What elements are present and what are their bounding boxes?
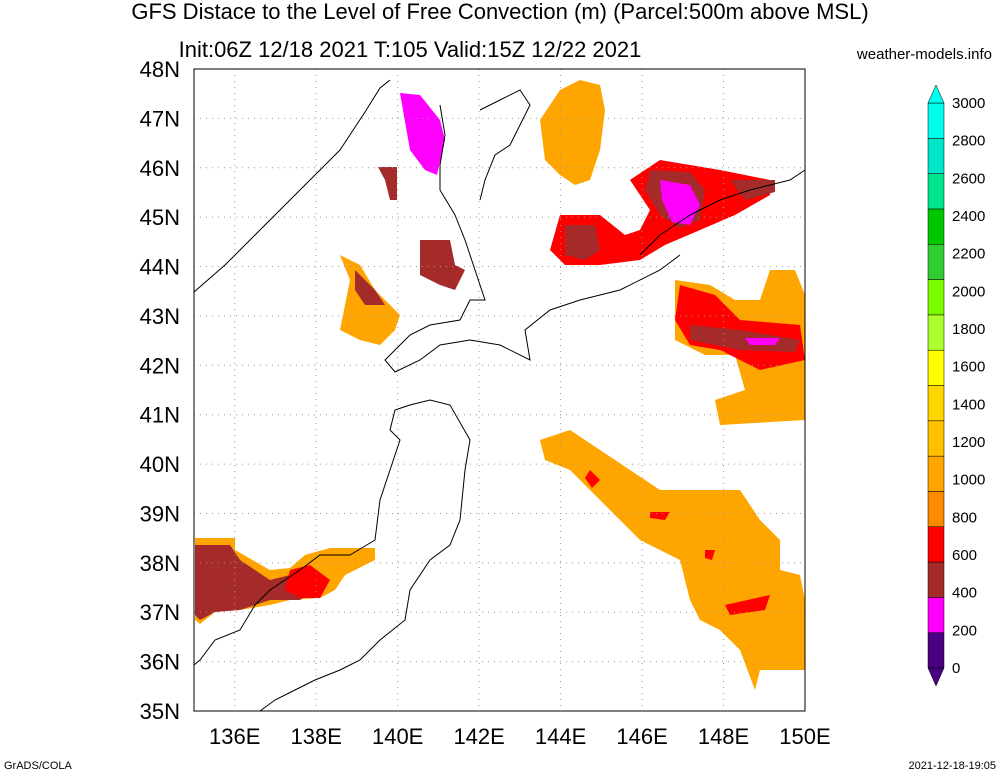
y-tick-label: 39N — [140, 501, 180, 526]
coast-kuril — [639, 169, 806, 256]
y-tick-label: 35N — [140, 699, 180, 724]
colorbar-label: 2800 — [952, 133, 985, 150]
shade-red-pacific1 — [585, 470, 600, 488]
x-tick-label: 150E — [779, 724, 830, 749]
plot-frame — [193, 68, 806, 712]
shade-brown-rishiri — [420, 240, 465, 290]
colorbar-label: 200 — [952, 622, 977, 639]
shade-red-honshu — [285, 565, 330, 598]
y-tick-labels: 35N 36N 37N 38N 39N 40N 41N 42N 43N 44N 45N 46N 47N 4… — [140, 57, 180, 724]
colorbar-label: 1400 — [952, 396, 985, 413]
chart-subtitle: Init:06Z 12/18 2021 T:105 Valid:15Z 12/2… — [178, 37, 642, 62]
colorbar-label: 1200 — [952, 434, 985, 451]
colorbar-label: 2200 — [952, 246, 985, 263]
shade-brown-sakhalin — [378, 167, 397, 200]
y-tick-label: 47N — [140, 106, 180, 131]
colorbar-label: 800 — [952, 509, 977, 526]
shade-brown-north — [565, 225, 600, 260]
credit-text: weather-models.info — [856, 46, 992, 63]
shade-brown-honshu — [195, 545, 320, 620]
colorbar-swatch — [927, 491, 945, 527]
coast-asia-mainland — [193, 79, 391, 293]
lfc-field — [195, 80, 805, 690]
colorbar-labels: 0 200 400 600 800 1000 1200 1400 1600 1800 2000 220… — [952, 95, 985, 677]
coast-hokkaido — [384, 104, 681, 373]
shade-brown-east — [730, 180, 775, 200]
x-tick-label: 144E — [535, 724, 586, 749]
colorbar-swatch — [927, 244, 945, 280]
chart-title: GFS Distace to the Level of Free Convect… — [131, 0, 869, 24]
colorbar-label: 1000 — [952, 472, 985, 489]
footer-credit: GrADS/COLA — [4, 760, 72, 772]
coast-sakhalin — [479, 89, 531, 201]
colorbar-label: 2600 — [952, 170, 985, 187]
shade-brown-east2 — [690, 325, 800, 352]
coastlines — [193, 79, 806, 712]
shade-red-pacific2 — [650, 512, 670, 520]
colorbar-label: 3000 — [952, 95, 985, 112]
colorbar-label: 0 — [952, 660, 960, 677]
y-tick-label: 38N — [140, 551, 180, 576]
x-tick-labels: 136E 138E 140E 142E 144E 146E 148E 150E — [209, 724, 831, 749]
colorbar-swatch — [927, 455, 945, 492]
y-tick-label: 45N — [140, 205, 180, 230]
y-tick-label: 48N — [140, 57, 180, 82]
colorbar-min-arrow — [927, 667, 945, 687]
colorbar-label: 400 — [952, 585, 977, 602]
colorbar-swatch — [927, 526, 945, 563]
footer-timestamp: 2021-12-18-19:05 — [908, 760, 996, 772]
colorbar-swatch — [927, 314, 945, 351]
x-tick-label: 136E — [209, 724, 260, 749]
colorbar-swatch — [927, 279, 945, 316]
colorbar-swatch — [927, 102, 945, 139]
x-tick-label: 148E — [698, 724, 749, 749]
colorbar-swatch — [927, 138, 945, 174]
colorbar — [927, 84, 945, 687]
shade-okhotsk-orange — [540, 80, 605, 185]
coast-honshu-west — [193, 409, 401, 666]
x-tick-label: 142E — [453, 724, 504, 749]
y-tick-label: 40N — [140, 452, 180, 477]
y-tick-label: 42N — [140, 353, 180, 378]
colorbar-label: 1600 — [952, 359, 985, 376]
x-tick-label: 146E — [616, 724, 667, 749]
colorbar-label: 2400 — [952, 208, 985, 225]
colorbar-swatch — [927, 385, 945, 422]
y-tick-label: 46N — [140, 156, 180, 181]
colorbar-max-arrow — [927, 84, 945, 104]
shade-magenta-east — [745, 338, 780, 345]
y-tick-label: 41N — [140, 403, 180, 428]
shade-red-pacific4 — [725, 595, 770, 615]
colorbar-swatch — [927, 561, 945, 598]
colorbar-label: 2000 — [952, 283, 985, 300]
shade-magenta-kuril — [660, 180, 700, 225]
coast-honshu-east — [259, 399, 471, 712]
colorbar-label: 1800 — [952, 321, 985, 338]
x-tick-label: 138E — [291, 724, 342, 749]
shade-orange-pacific — [540, 430, 805, 690]
colorbar-swatch — [927, 597, 945, 633]
colorbar-swatch — [927, 208, 945, 245]
y-tick-label: 44N — [140, 255, 180, 280]
colorbar-swatch — [927, 349, 945, 386]
colorbar-swatch — [927, 420, 945, 457]
y-tick-label: 37N — [140, 600, 180, 625]
colorbar-label: 600 — [952, 547, 977, 564]
shade-magenta-sakhalin — [400, 93, 445, 175]
y-tick-label: 43N — [140, 304, 180, 329]
shade-brown-west — [355, 270, 385, 305]
x-tick-label: 140E — [372, 724, 423, 749]
shade-red-pacific3 — [705, 550, 715, 560]
y-tick-label: 36N — [140, 650, 180, 675]
colorbar-swatch — [927, 173, 945, 210]
colorbar-swatch — [927, 632, 945, 669]
